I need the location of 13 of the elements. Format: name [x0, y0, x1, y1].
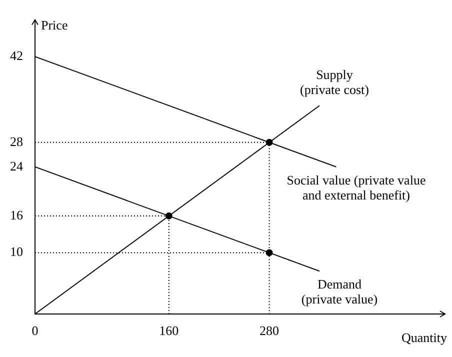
series-label: Demand (private value) [301, 276, 378, 307]
y-tick-label: 42 [10, 48, 23, 63]
series-label: Social value (private value and external benefit) [286, 172, 426, 202]
y-tick-label: 16 [10, 207, 24, 222]
x-tick-label: 0 [32, 323, 38, 338]
x-axis-title: Quantity [402, 330, 448, 345]
x-tick-label: 280 [260, 323, 280, 338]
series-label: Supply (private cost) [300, 67, 369, 98]
x-tick-label: 160 [159, 323, 179, 338]
y-tick-label: 24 [10, 158, 24, 174]
y-tick-label: 28 [10, 134, 23, 149]
y-tick-label: 10 [10, 244, 23, 260]
y-axis-title: Price [41, 18, 68, 33]
